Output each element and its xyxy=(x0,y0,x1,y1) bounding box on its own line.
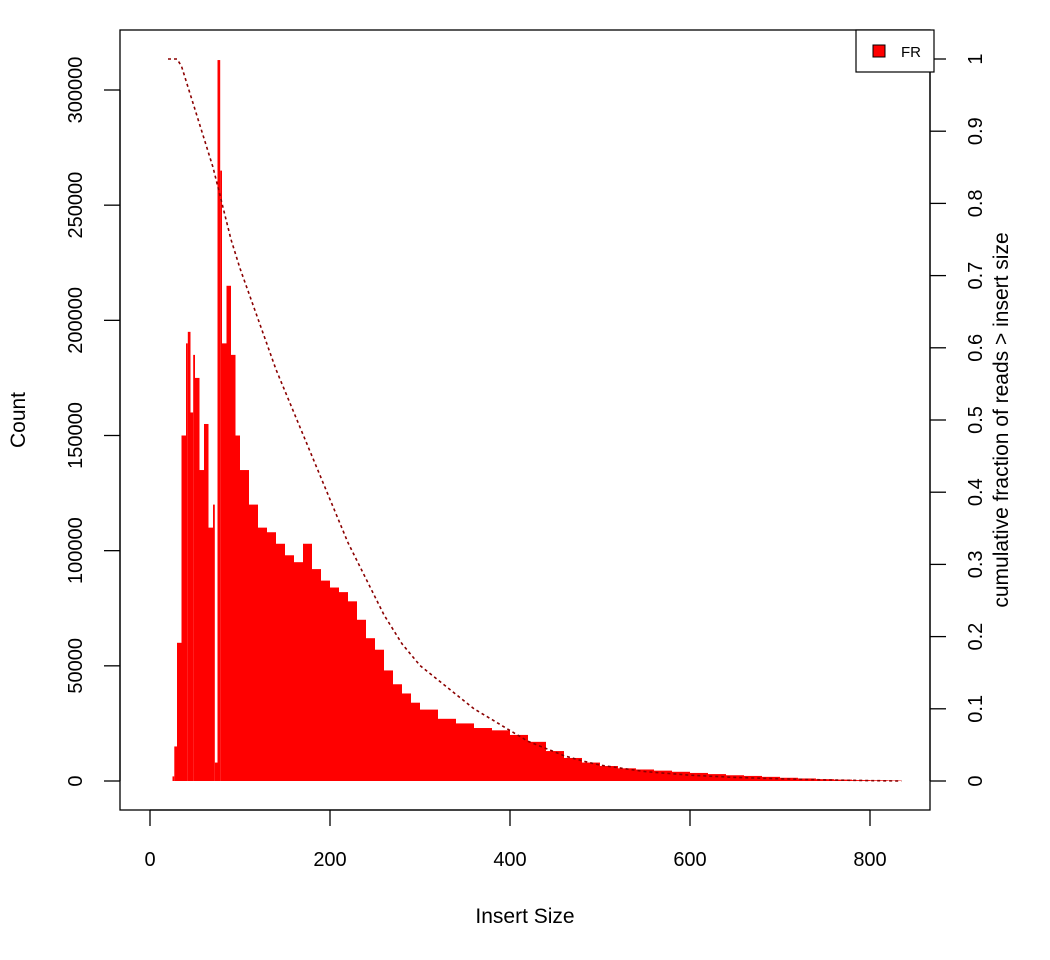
histogram-bar xyxy=(384,670,393,781)
x-axis-title: Insert Size xyxy=(475,905,574,928)
y2-tick-label: 0.7 xyxy=(965,262,987,290)
y2-tick-label: 0.8 xyxy=(965,189,987,217)
histogram-bar xyxy=(339,592,348,781)
y-tick-label: 100000 xyxy=(65,517,87,584)
histogram-bar xyxy=(258,527,267,781)
x-tick-label: 0 xyxy=(144,849,155,871)
histogram-bar xyxy=(546,751,564,781)
histogram-bar xyxy=(366,638,375,781)
histogram-bar xyxy=(267,532,276,781)
y2-axis-title: cumulative fraction of reads > insert si… xyxy=(990,232,1013,607)
histogram-bar xyxy=(174,746,177,781)
histogram-bar xyxy=(672,771,690,781)
histogram-bar xyxy=(420,709,438,781)
histogram-bar xyxy=(474,728,492,781)
histogram-bar xyxy=(214,762,218,781)
histogram-bar xyxy=(276,543,285,781)
histogram-bar xyxy=(348,601,357,781)
histogram-bar xyxy=(402,693,411,781)
y2-tick-label: 0.2 xyxy=(965,623,987,651)
y-axis-title: Count xyxy=(7,392,30,448)
x-axis: 0 200 400 600 800 xyxy=(144,809,887,871)
histogram-bar xyxy=(357,619,366,781)
x-tick-label: 800 xyxy=(853,849,886,871)
histogram-bar xyxy=(231,354,236,781)
histogram-bar xyxy=(226,285,231,781)
histogram-bars xyxy=(172,60,902,782)
histogram-bar xyxy=(208,527,213,781)
histogram-bar xyxy=(375,649,384,781)
histogram-bar xyxy=(438,718,456,781)
histogram-bar xyxy=(249,504,258,781)
histogram-bar xyxy=(303,543,312,781)
histogram-bar xyxy=(492,730,510,781)
histogram-bar xyxy=(204,423,209,781)
legend-box xyxy=(855,29,935,73)
histogram-bar xyxy=(528,741,546,781)
x-tick-label: 400 xyxy=(493,849,526,871)
cumulative-fraction-line xyxy=(168,58,902,782)
histogram-bar xyxy=(285,555,294,781)
histogram-bar xyxy=(564,757,582,781)
histogram-bar xyxy=(220,170,222,781)
histogram-bar xyxy=(172,776,175,781)
histogram-bar xyxy=(618,768,636,781)
histogram-bar xyxy=(654,770,672,781)
histogram-bar xyxy=(321,580,330,781)
x-tick-label: 200 xyxy=(313,849,346,871)
y2-tick-label: 0.6 xyxy=(965,334,987,362)
legend-swatch-fr xyxy=(872,44,886,58)
histogram-bar xyxy=(186,343,188,781)
histogram-bar xyxy=(294,562,303,781)
histogram-bar xyxy=(690,772,708,781)
y-tick-label: 300000 xyxy=(65,57,87,124)
histogram-bar xyxy=(193,354,195,781)
y-tick-label: 250000 xyxy=(65,172,87,239)
histogram-bar xyxy=(181,435,186,781)
histogram-bar xyxy=(330,587,339,781)
x-tick-label: 600 xyxy=(673,849,706,871)
histogram-bar xyxy=(177,642,182,781)
y2-tick-label: 0.5 xyxy=(965,406,987,434)
histogram-bar xyxy=(510,734,528,781)
histogram-bar xyxy=(636,769,654,781)
histogram-bar xyxy=(708,774,726,781)
y2-tick-label: 1 xyxy=(965,53,987,64)
y-tick-label: 50000 xyxy=(65,638,87,694)
y-axis-left: 0 50000 100000 150000 200000 250000 300000 xyxy=(65,57,121,787)
histogram-bar xyxy=(235,435,240,781)
histogram-bar xyxy=(411,702,420,781)
cumulative-line-layer xyxy=(168,58,902,782)
histogram-bar xyxy=(456,723,474,781)
histogram-bar xyxy=(199,470,204,781)
y2-tick-label: 0.1 xyxy=(965,695,987,723)
y-tick-label: 0 xyxy=(65,775,87,786)
legend-label-fr: FR xyxy=(901,44,921,61)
legend: FR xyxy=(855,29,935,73)
histogram-bar xyxy=(600,766,618,781)
histogram-bar xyxy=(312,569,321,781)
y2-tick-label: 0.4 xyxy=(965,478,987,506)
histogram-bar xyxy=(393,684,402,781)
y-axis-right: 0 0.1 0.2 0.3 0.4 0.5 0.6 0.7 0.8 0.9 1 xyxy=(929,53,987,787)
y2-tick-label: 0.9 xyxy=(965,117,987,145)
histogram-bar xyxy=(222,343,227,781)
histogram-bar xyxy=(213,504,215,781)
histogram-bar xyxy=(240,470,249,781)
histogram-bar xyxy=(582,762,600,781)
histogram-bar xyxy=(190,412,194,781)
histogram-bar xyxy=(195,377,200,781)
y2-tick-label: 0 xyxy=(965,775,987,786)
y-tick-label: 200000 xyxy=(65,287,87,354)
histogram-bar xyxy=(217,60,221,782)
y-tick-label: 150000 xyxy=(65,402,87,469)
y2-tick-label: 0.3 xyxy=(965,550,987,578)
histogram-bar xyxy=(187,331,191,781)
